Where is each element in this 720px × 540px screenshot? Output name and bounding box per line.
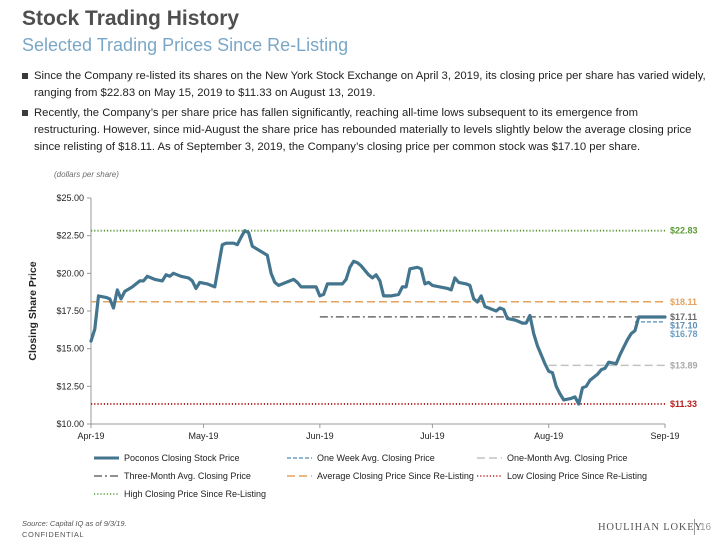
page-number: 16 <box>700 522 712 533</box>
value-label: $17.11 <box>670 312 697 322</box>
bullet-item: Recently, the Company’s per share price … <box>22 105 707 156</box>
confidential-label: CONFIDENTIAL <box>22 530 85 539</box>
value-label: $16.78 <box>670 329 698 339</box>
y-tick-label: $10.00 <box>56 419 84 429</box>
value-label: $17.10 <box>670 320 698 330</box>
legend-label: High Closing Price Since Re-Listing <box>124 489 266 499</box>
legend-label: One-Month Avg. Closing Price <box>507 453 627 463</box>
bullet-item: Since the Company re-listed its shares o… <box>22 68 707 102</box>
x-tick-label: Apr-19 <box>77 431 104 441</box>
y-axis-title: Closing Share Price <box>27 261 39 360</box>
y-tick-label: $20.00 <box>56 268 84 278</box>
units-note: (dollars per share) <box>54 170 119 179</box>
y-tick-label: $12.50 <box>56 381 84 391</box>
legend-label: One Week Avg. Closing Price <box>317 453 435 463</box>
page-subtitle: Selected Trading Prices Since Re-Listing <box>22 35 349 55</box>
price-line <box>89 229 667 406</box>
value-label: $11.33 <box>670 399 697 409</box>
footer-divider <box>694 519 695 535</box>
brand-logo: HOULIHAN LOKEY <box>598 522 703 533</box>
square-bullet-icon <box>22 73 28 79</box>
value-label: $13.89 <box>670 360 698 370</box>
y-tick-label: $17.50 <box>56 306 84 316</box>
source-note: Source: Capital IQ as of 9/3/19. <box>22 519 127 528</box>
square-bullet-icon <box>22 110 28 116</box>
x-tick-label: Aug-19 <box>534 431 563 441</box>
value-label: $22.83 <box>670 226 698 236</box>
y-tick-label: $15.00 <box>56 344 84 354</box>
stock-price-chart: $10.00 $12.50 $15.00 $17.50 $20.00 $22.50 $25.… <box>27 193 698 499</box>
y-tick-label: $22.50 <box>56 231 84 241</box>
bullet-text: Since the Company re-listed its shares o… <box>34 70 706 99</box>
legend-label: Low Closing Price Since Re-Listing <box>507 471 647 481</box>
bullet-list: Since the Company re-listed its shares o… <box>22 68 707 159</box>
legend-label: Average Closing Price Since Re-Listing <box>317 471 474 481</box>
page-title: Stock Trading History <box>22 7 240 30</box>
legend-label: Three-Month Avg. Closing Price <box>124 471 251 481</box>
x-tick-label: Jul-19 <box>420 431 445 441</box>
x-tick-label: May-19 <box>189 431 219 441</box>
legend-label: Poconos Closing Stock Price <box>124 453 240 463</box>
value-label: $18.11 <box>670 297 697 307</box>
x-tick-label: Sep-19 <box>650 431 679 441</box>
bullet-text: Recently, the Company’s per share price … <box>34 107 692 153</box>
y-tick-label: $25.00 <box>56 193 84 203</box>
x-tick-label: Jun-19 <box>306 431 334 441</box>
